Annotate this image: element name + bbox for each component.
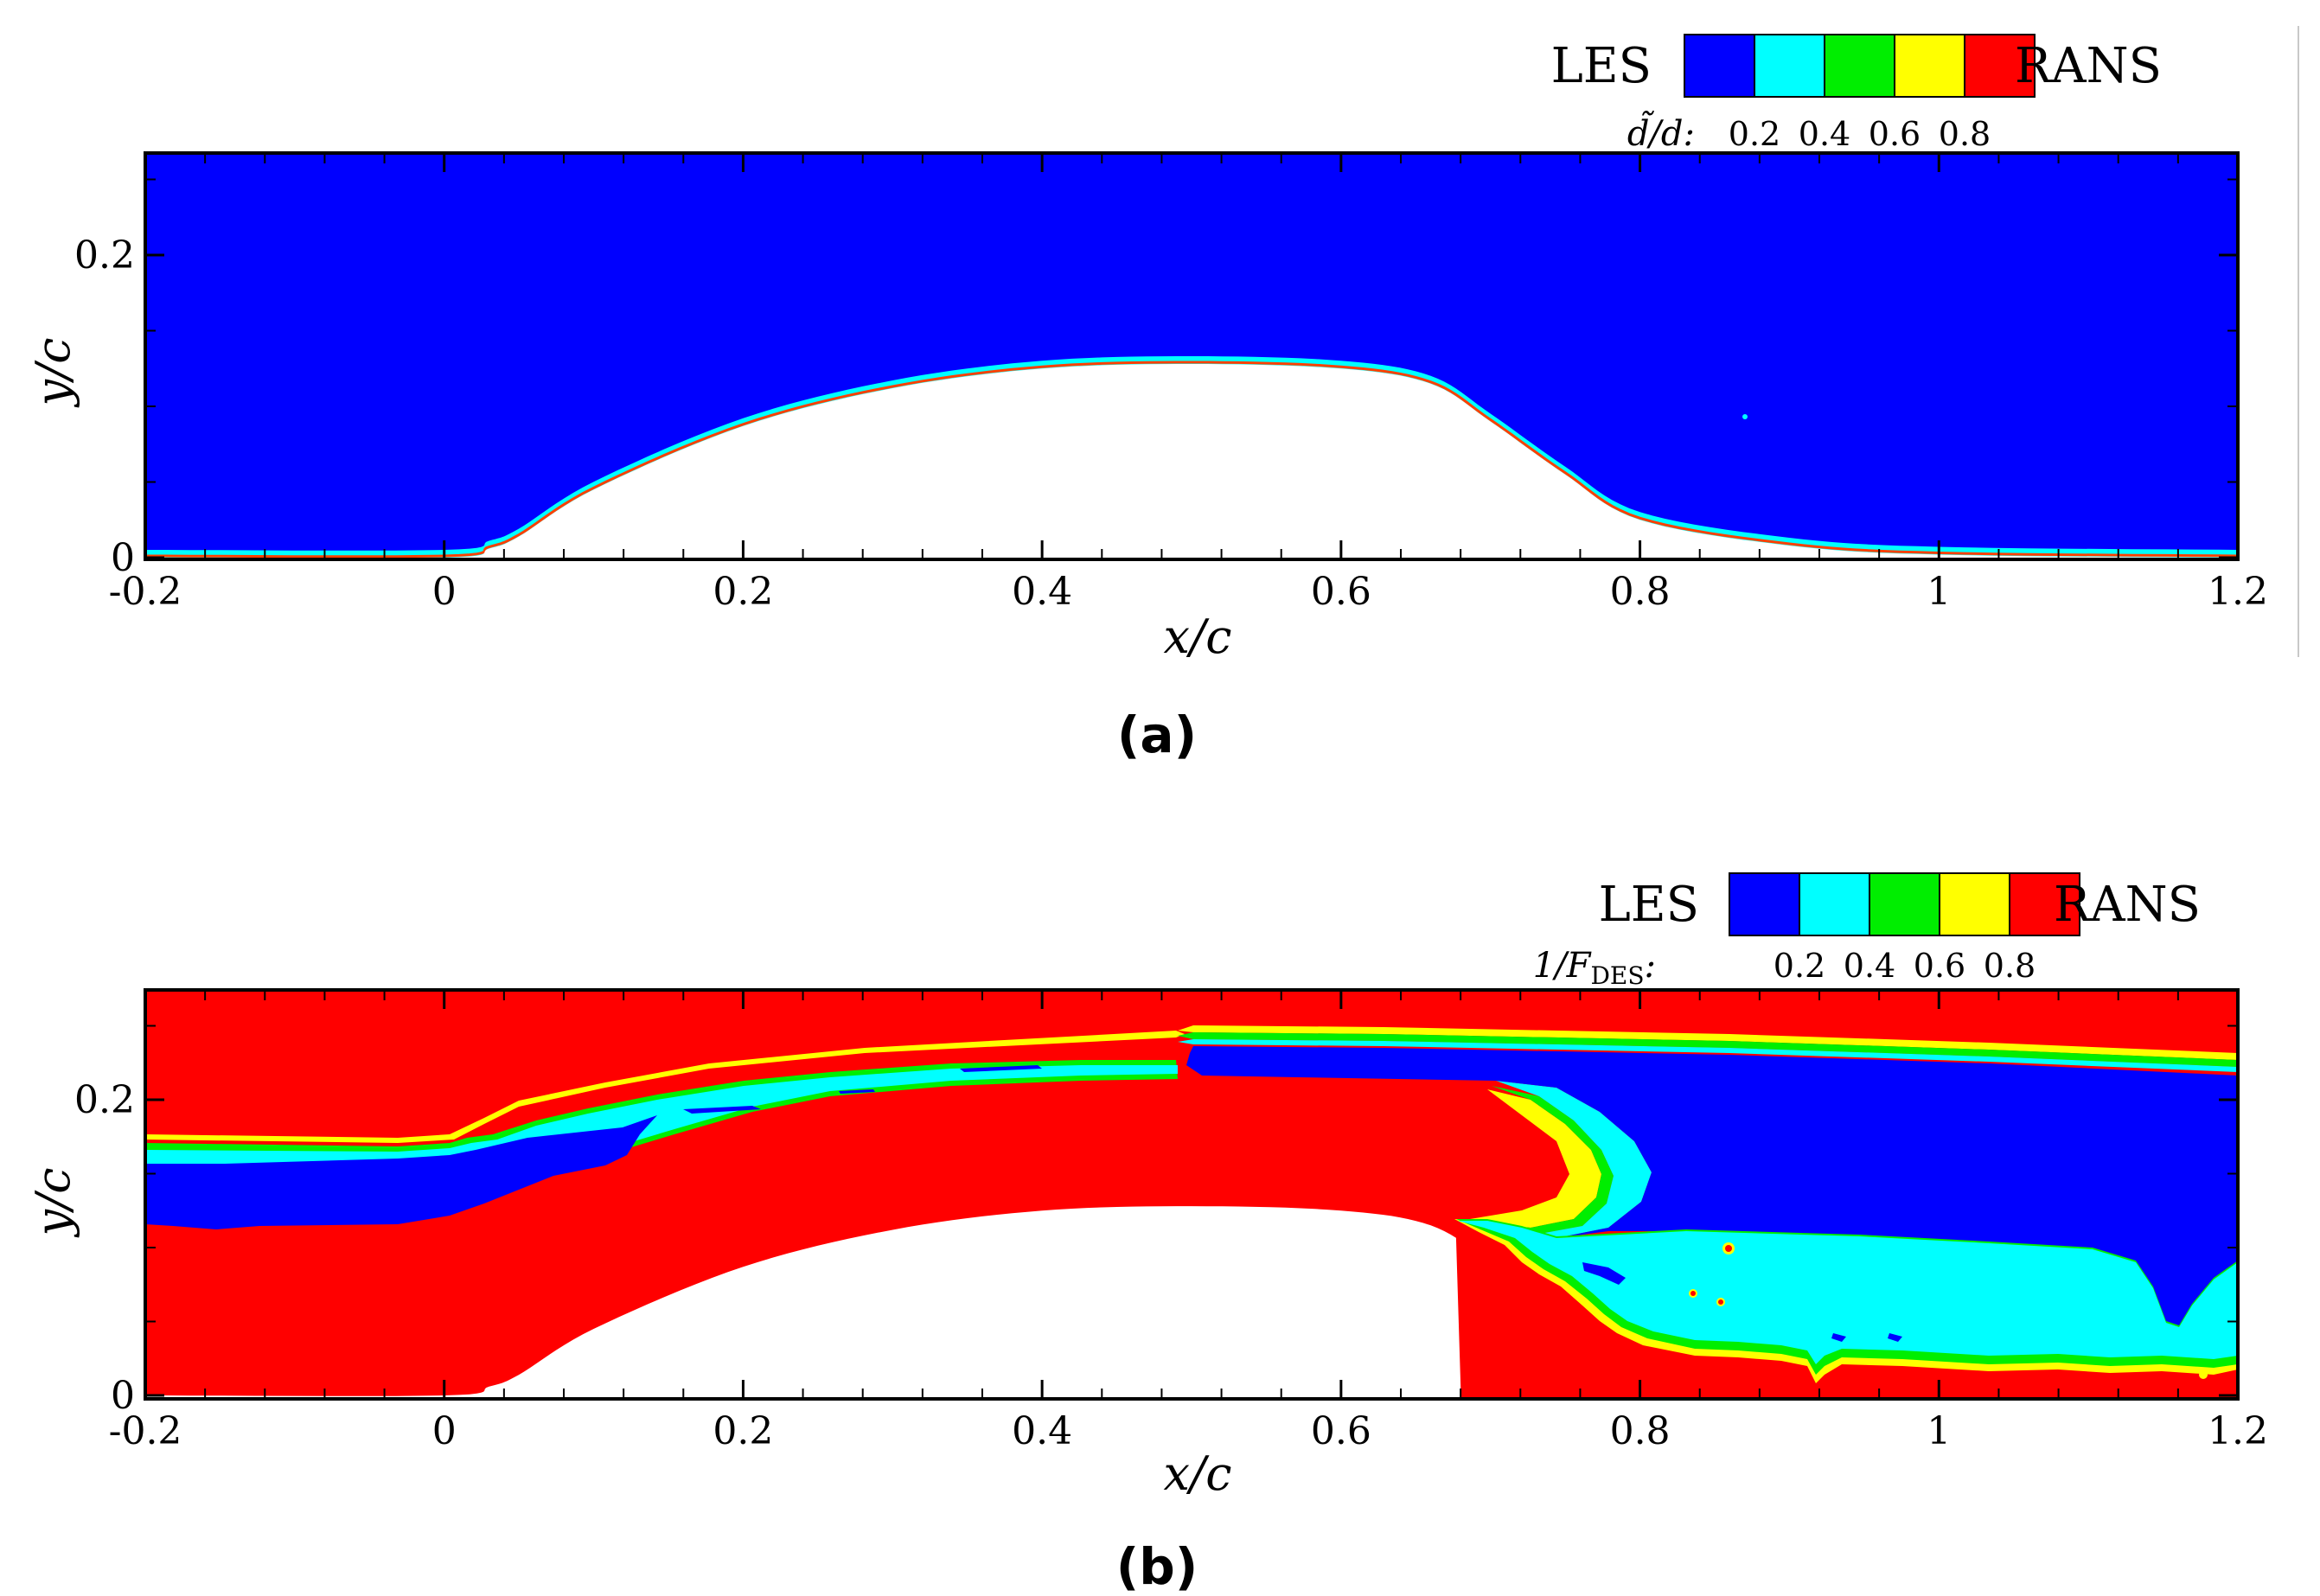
legend-level-label: 0.6	[1869, 115, 1921, 153]
plot-area-a	[145, 153, 2238, 558]
legend-b-levels: 0.2 0.4 0.6 0.8	[1774, 947, 2036, 985]
panel-a: LES RANS d̃/d: 0.2 0.4 0.6 0.8 -0.2 0 0.2 0.4 0…	[26, 34, 2268, 764]
blue-streak-2	[960, 1065, 1042, 1072]
legend-b-variable-sub: DES	[1590, 961, 1644, 990]
hill-b	[145, 1206, 1461, 1399]
band-green-downstream	[1178, 1032, 2238, 1067]
legend-swatch	[1869, 872, 1940, 936]
x-tick-label: -0.2	[109, 570, 182, 614]
spot-3-core	[1718, 1299, 1723, 1305]
blue-region-downstream	[1186, 1046, 2238, 1327]
legend-a-variable: d̃/d:	[1627, 111, 1695, 154]
legend-swatch	[1964, 34, 2036, 98]
legend-swatch	[1754, 34, 1825, 98]
spot-1-core	[1725, 1245, 1732, 1252]
blue-streak-3	[839, 1089, 875, 1094]
x-tick-label: 0	[432, 1409, 457, 1453]
wall-red-line-a	[145, 361, 2238, 558]
legend-a-les-label: LES	[1551, 38, 1652, 94]
x-tick-label: 1.2	[2208, 1409, 2268, 1453]
blue-blob-recirc	[1582, 1262, 1626, 1285]
legend-b-swatches	[1729, 872, 2080, 936]
blue-region-upstream	[145, 1115, 657, 1229]
band-yellow-upstream	[145, 1031, 1185, 1143]
legend-a-rans-label: RANS	[2015, 38, 2162, 94]
x-tick-label: 0.4	[1012, 570, 1072, 614]
x-tick-label: 0.8	[1610, 570, 1671, 614]
panel-label-a: (a)	[1117, 705, 1197, 764]
blue-streak-1	[683, 1106, 761, 1114]
legend-swatch	[1684, 34, 1755, 98]
spot-2-core	[1690, 1291, 1696, 1296]
legend-level-label: 0.8	[1939, 115, 1991, 153]
x-axis-label-b: x/c	[1164, 1446, 1232, 1501]
blue-blob-3	[1888, 1333, 1902, 1342]
x-axis-label-a: x/c	[1164, 610, 1232, 664]
y-tick-label: 0.2	[74, 233, 135, 278]
x-tick-label: 0.8	[1610, 1409, 1671, 1453]
legend-level-label: 0.2	[1729, 115, 1780, 153]
speck-a1	[1742, 414, 1748, 419]
hill-a	[145, 364, 2238, 558]
y-tick-label: 0	[111, 1374, 135, 1418]
legend-swatch	[1799, 872, 1870, 936]
legend-level-label: 0.8	[1984, 947, 2036, 985]
legend-b-variable-main: 1/F	[1533, 946, 1592, 986]
legend-b-variable: 1/FDES:	[1533, 946, 1656, 990]
plot-frame-b	[144, 988, 2240, 1401]
legend-a: LES RANS d̃/d: 0.2 0.4 0.6 0.8	[1551, 34, 2162, 154]
legend-swatch	[1729, 872, 1800, 936]
bulge-cyan	[1480, 1081, 1652, 1238]
legend-b-rans-label: RANS	[2054, 877, 2201, 933]
panel-b: LES RANS 1/FDES: 0.2 0.4 0.6 0.8	[26, 872, 2268, 1596]
legend-swatch	[2009, 872, 2080, 936]
panel-label-b: (b)	[1116, 1537, 1198, 1596]
cyan-region-recirculation	[1458, 1221, 2238, 1364]
legend-level-label: 0.6	[1914, 947, 1965, 985]
x-tick-label: 0	[432, 570, 457, 614]
x-ticks-a: -0.2 0 0.2 0.4 0.6 0.8 1 1.2	[109, 153, 2268, 614]
x-tick-label: 0.2	[713, 1409, 773, 1453]
y-tick-label: 0.2	[74, 1078, 135, 1122]
legend-level-label: 0.2	[1774, 947, 1825, 985]
legend-swatch	[1894, 34, 1965, 98]
y-ticks-b: 00.2	[74, 1025, 2238, 1418]
x-ticks-b: -0.2 0 0.2 0.4 0.6 0.8 1 1.2	[109, 990, 2268, 1453]
y-axis-label-b: y/c	[26, 1168, 80, 1238]
legend-b: LES RANS 1/FDES: 0.2 0.4 0.6 0.8	[1533, 872, 2201, 990]
legend-a-swatches	[1684, 34, 2036, 98]
x-tick-label: -0.2	[109, 1409, 182, 1453]
plot-frame-a	[144, 151, 2240, 561]
band-yellow-downstream	[1178, 1025, 2238, 1060]
legend-b-variable-suffix: :	[1645, 946, 1656, 986]
x-tick-label: 0.6	[1311, 570, 1371, 614]
x-tick-label: 1	[1927, 1409, 1951, 1453]
legend-swatch	[1824, 34, 1895, 98]
spot-4	[2199, 1370, 2208, 1379]
legend-a-levels: 0.2 0.4 0.6 0.8	[1729, 115, 1991, 153]
band-cyan-downstream	[1178, 1039, 2238, 1072]
y-ticks-a: 00.2	[74, 178, 2238, 580]
plot-area-b	[145, 990, 2238, 1399]
y-axis-label-a: y/c	[26, 338, 80, 408]
x-tick-label: 1.2	[2208, 570, 2268, 614]
x-tick-label: 1	[1927, 570, 1951, 614]
legend-level-label: 0.4	[1799, 115, 1850, 153]
legend-b-les-label: LES	[1599, 877, 1699, 933]
y-tick-label: 0	[111, 536, 135, 580]
x-tick-label: 0.4	[1012, 1409, 1072, 1453]
bulge-yellow	[1470, 1089, 1601, 1228]
x-tick-label: 0.2	[713, 570, 773, 614]
legend-level-label: 0.4	[1844, 947, 1895, 985]
x-tick-label: 0.6	[1311, 1409, 1371, 1453]
blue-blob-2	[1831, 1333, 1846, 1342]
legend-swatch	[1939, 872, 2010, 936]
